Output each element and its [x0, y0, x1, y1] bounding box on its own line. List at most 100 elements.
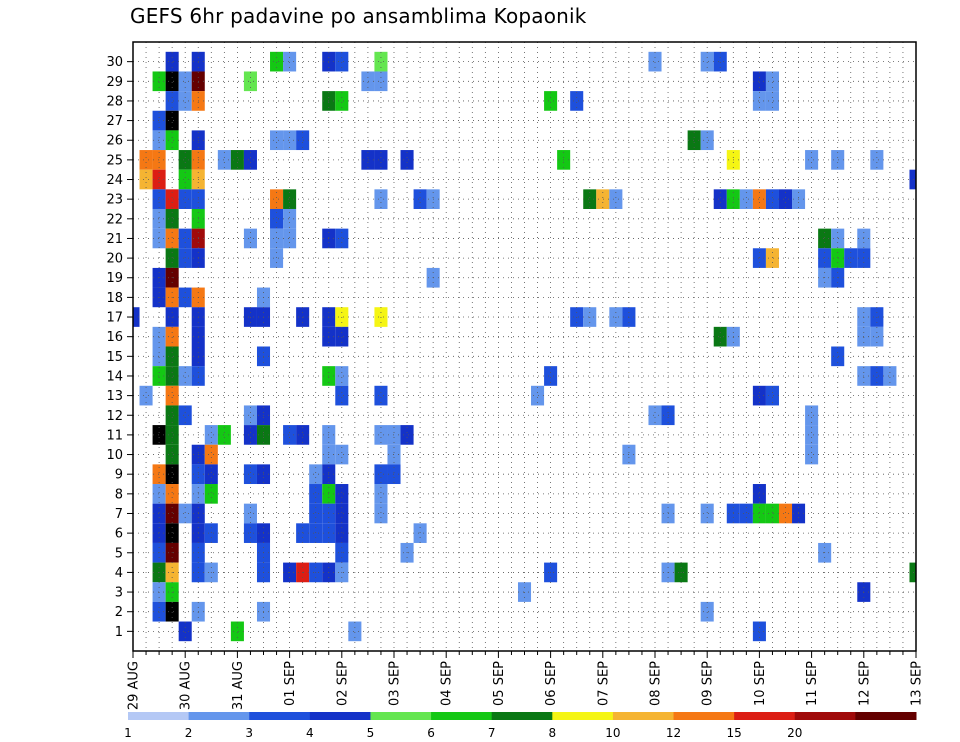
- heatmap-cell: [217, 150, 231, 170]
- x-tick-label: 12 SEP: [857, 661, 872, 706]
- heatmap-cell: [165, 346, 179, 367]
- heatmap-cell: [335, 503, 349, 524]
- y-tick-label: 19: [106, 271, 123, 286]
- heatmap-cell: [309, 484, 323, 504]
- colorbar-label: 4: [306, 726, 314, 740]
- colorbar-label: 10: [605, 726, 620, 740]
- heatmap-cell: [283, 208, 297, 229]
- heatmap-cell: [335, 326, 349, 347]
- heatmap-cell: [243, 464, 257, 485]
- colorbar-swatch: [128, 712, 190, 720]
- heatmap-cell: [178, 248, 192, 268]
- heatmap-cell: [778, 503, 793, 524]
- heatmap-cell: [152, 366, 166, 386]
- colorbar-label: 5: [367, 726, 375, 740]
- heatmap-cell: [178, 621, 192, 642]
- heatmap-cell: [870, 326, 884, 347]
- y-tick-label: 16: [106, 330, 123, 345]
- heatmap-cell: [152, 601, 166, 622]
- heatmap-cell: [596, 189, 610, 209]
- heatmap-cell: [165, 110, 179, 131]
- heatmap-cell: [752, 503, 766, 524]
- heatmap-cell: [387, 425, 401, 445]
- heatmap-cell: [296, 130, 310, 151]
- heatmap-cell: [752, 484, 766, 504]
- heatmap-cell: [165, 130, 179, 151]
- heatmap-cell: [178, 405, 192, 426]
- heatmap-cell: [243, 150, 257, 170]
- colorbar-swatch: [370, 712, 432, 720]
- colorbar: 1 2 3 4 5 6 7 8 10 12 15 20: [124, 712, 917, 740]
- x-tick-label: 31 AUG: [231, 661, 246, 710]
- heatmap-cell: [152, 503, 166, 524]
- heatmap-cell: [909, 169, 916, 190]
- heatmap-cell: [270, 51, 284, 72]
- heatmap-cell: [243, 71, 257, 92]
- heatmap-cell: [374, 503, 388, 524]
- y-tick-label: 9: [115, 468, 123, 483]
- heatmap-cell: [152, 208, 166, 229]
- colorbar-label: 1: [124, 726, 132, 740]
- y-tick-label: 11: [106, 428, 123, 443]
- colorbar-label: 20: [787, 726, 802, 740]
- heatmap-cell: [818, 248, 832, 268]
- colorbar-swatch: [673, 712, 735, 720]
- colorbar-label: 15: [727, 726, 742, 740]
- colorbar-label: 7: [488, 726, 496, 740]
- heatmap-cell: [152, 110, 166, 131]
- heatmap-cell: [178, 189, 192, 209]
- heatmap-cell: [713, 51, 727, 72]
- y-tick-label: 25: [106, 153, 123, 168]
- colorbar-swatch: [552, 712, 614, 720]
- heatmap-cell: [165, 405, 179, 426]
- y-tick-label: 23: [106, 193, 123, 208]
- y-tick-label: 22: [106, 212, 123, 227]
- x-tick-label: 09 SEP: [701, 661, 716, 706]
- x-tick-label: 08 SEP: [649, 661, 664, 706]
- heatmap-cell: [713, 189, 727, 209]
- heatmap-cell: [152, 189, 166, 209]
- heatmap-cell: [178, 228, 192, 249]
- heatmap-cell: [243, 228, 257, 249]
- y-tick-label: 2: [115, 605, 123, 620]
- heatmap-cell: [765, 91, 779, 111]
- heatmap-cell: [713, 326, 727, 347]
- chart-title: GEFS 6hr padavine po ansamblima Kopaonik: [130, 4, 587, 28]
- x-tick-label: 06 SEP: [544, 661, 559, 706]
- colorbar-swatch: [794, 712, 856, 720]
- x-tick-label: 13 SEP: [910, 661, 925, 706]
- y-tick-label: 14: [106, 369, 123, 384]
- ticks-layer: 1234567891011121314151617181920212223242…: [106, 55, 924, 710]
- heatmap-cell: [165, 464, 179, 485]
- heatmap-cell: [739, 189, 753, 209]
- heatmap-cell: [270, 130, 284, 151]
- heatmap-cell: [152, 523, 166, 543]
- heatmap-cell: [152, 150, 166, 170]
- heatmap-cell: [765, 385, 779, 406]
- heatmap-cell: [413, 523, 427, 543]
- colorbar-label: 2: [185, 726, 193, 740]
- heatmap-cell: [831, 346, 845, 367]
- heatmap-cell: [152, 228, 166, 249]
- heatmap-cell: [752, 385, 766, 406]
- heatmap-cell: [165, 208, 179, 229]
- heatmap-cell: [374, 464, 388, 485]
- heatmap-cell: [700, 601, 714, 622]
- heatmap-cell: [165, 228, 179, 249]
- y-tick-label: 8: [115, 487, 123, 502]
- heatmap-cell: [270, 189, 284, 209]
- colorbar-label: 12: [666, 726, 681, 740]
- heatmap-cell: [648, 405, 662, 426]
- plot-frame: [132, 41, 917, 652]
- heatmap-cell: [361, 71, 375, 92]
- heatmap-cell: [609, 189, 623, 209]
- heatmap-cell: [178, 150, 192, 170]
- y-tick-label: 28: [106, 94, 123, 109]
- x-tick-label: 05 SEP: [492, 661, 507, 706]
- x-tick-label: 04 SEP: [440, 661, 455, 706]
- heatmap-cell: [752, 189, 766, 209]
- y-tick-label: 3: [115, 586, 123, 601]
- x-tick-label: 10 SEP: [753, 661, 768, 706]
- heatmap-cell: [204, 425, 218, 445]
